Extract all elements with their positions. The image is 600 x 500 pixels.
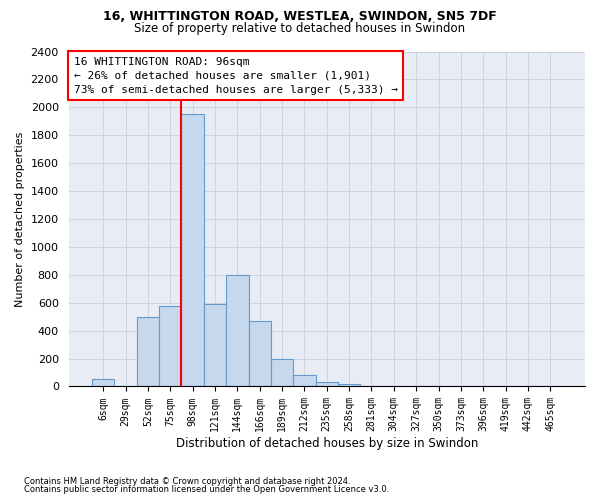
Text: Size of property relative to detached houses in Swindon: Size of property relative to detached ho…: [134, 22, 466, 35]
Text: Contains HM Land Registry data © Crown copyright and database right 2024.: Contains HM Land Registry data © Crown c…: [24, 477, 350, 486]
Text: 16 WHITTINGTON ROAD: 96sqm
← 26% of detached houses are smaller (1,901)
73% of s: 16 WHITTINGTON ROAD: 96sqm ← 26% of deta…: [74, 56, 398, 94]
Bar: [271, 360, 293, 386]
Y-axis label: Number of detached properties: Number of detached properties: [15, 132, 25, 306]
Bar: [159, 306, 181, 386]
Bar: [226, 275, 248, 386]
Bar: [338, 384, 361, 386]
Bar: [181, 114, 204, 386]
Bar: [92, 380, 115, 386]
Text: 16, WHITTINGTON ROAD, WESTLEA, SWINDON, SN5 7DF: 16, WHITTINGTON ROAD, WESTLEA, SWINDON, …: [103, 10, 497, 23]
Bar: [293, 376, 316, 386]
Bar: [316, 382, 338, 386]
Text: Contains public sector information licensed under the Open Government Licence v3: Contains public sector information licen…: [24, 485, 389, 494]
Bar: [137, 316, 159, 386]
Bar: [248, 321, 271, 386]
Bar: [204, 304, 226, 386]
X-axis label: Distribution of detached houses by size in Swindon: Distribution of detached houses by size …: [176, 437, 478, 450]
